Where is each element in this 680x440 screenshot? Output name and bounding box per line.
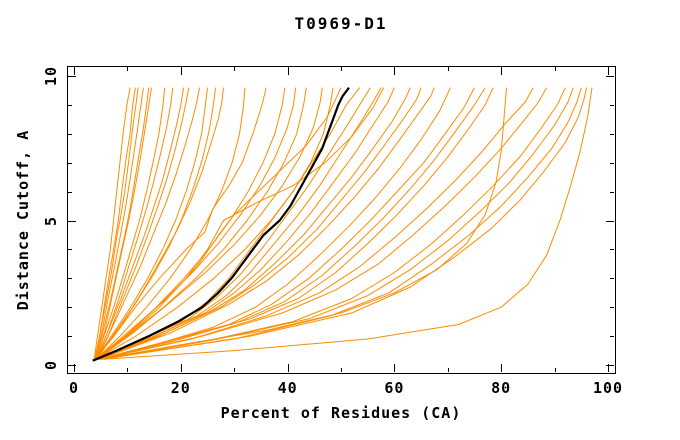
x-tick-label: 20 (170, 379, 191, 397)
model-curve (95, 87, 307, 360)
model-curve (95, 87, 267, 360)
model-curve (95, 87, 152, 360)
model-curve (93, 87, 131, 360)
model-curve (96, 87, 174, 360)
y-tick-label: 5 (42, 215, 60, 226)
x-axis-title: Percent of Residues (CA) (220, 404, 462, 422)
model-curve (95, 87, 200, 360)
model-curve (95, 87, 224, 360)
model-curve (100, 87, 534, 360)
model-curve (99, 87, 507, 360)
plot-box (67, 66, 616, 374)
model-curve (94, 87, 150, 360)
x-tick-label: 80 (491, 379, 512, 397)
model-curve (95, 87, 184, 360)
model-curve (94, 87, 208, 360)
model-curve (97, 87, 422, 360)
model-curve (103, 87, 593, 360)
chart-title: T0969-D1 (294, 14, 388, 33)
model-curve (96, 87, 371, 360)
x-tick-label: 60 (384, 379, 405, 397)
y-tick-label: 0 (42, 359, 60, 371)
model-curve (97, 87, 190, 360)
model-curve (96, 87, 385, 360)
model-curve (98, 87, 548, 360)
model-curve (96, 87, 323, 360)
reference-curve (92, 86, 350, 362)
model-curve (94, 87, 166, 360)
model-curve (100, 87, 566, 360)
model-curve (96, 87, 246, 360)
model-curve (98, 87, 451, 360)
model-curve (98, 87, 494, 360)
x-tick-label: 40 (277, 379, 298, 397)
model-curve (100, 87, 582, 360)
model-curve (101, 87, 574, 360)
model-curve (98, 87, 411, 360)
model-curve (95, 87, 342, 360)
model-curves-group (92, 86, 593, 362)
y-tick-label: 10 (42, 65, 60, 87)
x-tick-label: 100 (592, 379, 624, 397)
model-curve (102, 87, 588, 360)
model-curve (97, 87, 395, 360)
model-curve (94, 87, 136, 360)
plot-axes-group (67, 66, 616, 374)
model-curve (99, 87, 435, 360)
model-curve (95, 87, 144, 360)
x-tick-label: 0 (68, 379, 80, 397)
model-curve (94, 87, 139, 360)
